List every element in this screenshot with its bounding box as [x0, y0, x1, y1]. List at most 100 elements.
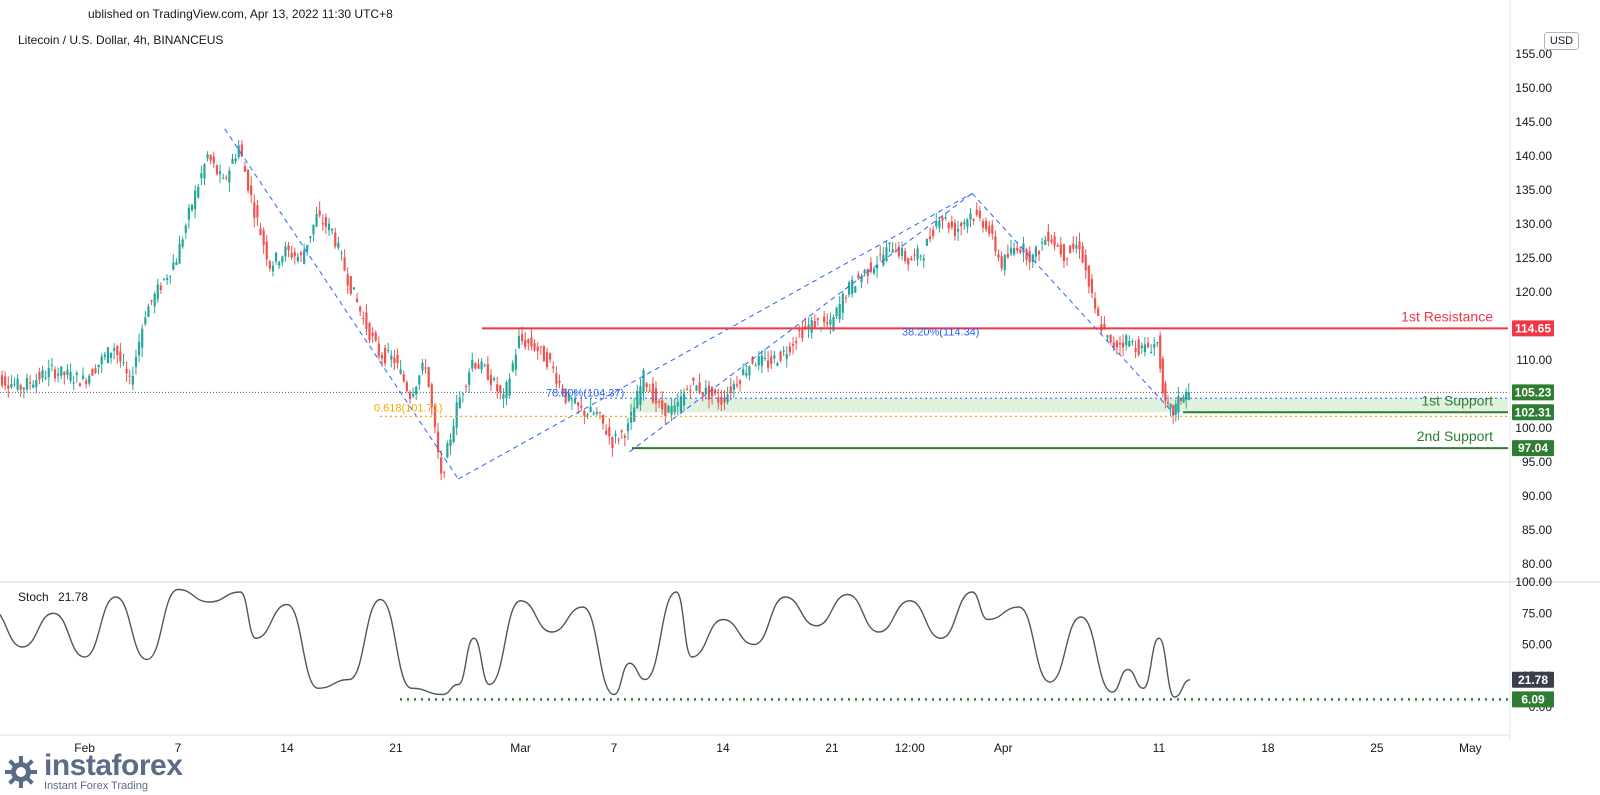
candle-body: [536, 346, 539, 352]
candle-body: [468, 372, 471, 385]
candle-body: [415, 386, 418, 395]
candle-body: [1050, 239, 1053, 243]
candle-body: [166, 278, 169, 280]
candle-body: [1179, 398, 1183, 401]
candle-body: [972, 219, 975, 221]
candle-body: [984, 220, 988, 230]
fib-label-618: 0.618(101.71): [374, 402, 443, 414]
symbol-title: Litecoin / U.S. Dollar, 4h, BINANCEUS: [18, 33, 224, 47]
candle-body: [85, 380, 88, 384]
candle-body: [614, 434, 617, 437]
candle-body: [791, 343, 795, 346]
candle-body: [810, 320, 813, 333]
candle-body: [134, 356, 138, 368]
candle-body: [480, 361, 483, 370]
candle-body: [567, 393, 570, 401]
candle-body: [109, 352, 113, 358]
candle-body: [209, 155, 212, 161]
candle-body: [359, 306, 362, 312]
candle-body: [770, 356, 773, 364]
candle-body: [1065, 258, 1069, 260]
candle-body: [215, 165, 219, 175]
candle-body: [324, 217, 328, 227]
candle-body: [337, 242, 340, 248]
candle-body: [483, 365, 486, 367]
stoch-value-badge-bg: [1512, 671, 1554, 688]
candle-body: [1072, 243, 1075, 249]
last-price-badge: 105.23: [1515, 385, 1552, 399]
time-tick-label: May: [1459, 741, 1482, 755]
trend-line: [458, 192, 973, 480]
candle-body: [125, 368, 128, 374]
brand-name: instaforex: [44, 749, 183, 782]
candle-body: [97, 364, 100, 368]
candle-body: [113, 348, 116, 351]
candle-body: [147, 306, 150, 317]
candle-body: [474, 363, 477, 369]
time-tick-label: Feb: [74, 741, 95, 755]
candle-body: [944, 217, 947, 219]
candle-body: [1041, 242, 1044, 244]
candle-body: [714, 389, 717, 394]
candle-body: [299, 252, 303, 256]
candle-body: [1166, 402, 1170, 404]
candle-body: [1093, 298, 1097, 309]
candle-body: [517, 336, 521, 348]
candle-body: [489, 374, 493, 385]
candle-body: [25, 378, 29, 390]
price-tick-label: 90.00: [1522, 489, 1552, 503]
candle-body: [838, 303, 841, 319]
candle-body: [601, 414, 605, 424]
candle-body: [742, 369, 745, 375]
candle-body: [169, 275, 172, 277]
candle-body: [7, 385, 10, 389]
time-tick-label: 12:00: [895, 741, 925, 755]
candle-body: [904, 251, 907, 261]
candle-body: [88, 375, 91, 384]
candle-body: [860, 276, 863, 283]
candle-body: [35, 380, 38, 388]
candle-body: [645, 383, 648, 388]
candle-body: [365, 312, 368, 329]
candle-body: [150, 300, 153, 302]
support-1-price-badge-bg: [1512, 404, 1554, 421]
candle-body: [891, 249, 894, 253]
candle-body: [966, 219, 969, 227]
support-zone: [629, 398, 1508, 413]
candle-body: [854, 286, 857, 293]
price-tick-label: 130.00: [1515, 217, 1552, 231]
candle-body: [312, 224, 315, 235]
candle-body: [334, 232, 337, 247]
candle-body: [1121, 342, 1125, 348]
price-tick-label: 110.00: [1516, 353, 1552, 367]
candle-body: [1146, 342, 1150, 348]
candle-body: [237, 145, 240, 158]
candle-body: [427, 367, 430, 387]
stoch-pane[interactable]: [0, 588, 1508, 701]
candle-body: [399, 369, 402, 374]
candle-body: [318, 210, 321, 216]
candle-body: [81, 375, 85, 379]
candle-body: [296, 256, 299, 262]
candle-body: [916, 248, 919, 260]
candle-body: [723, 397, 726, 403]
candle-body: [187, 207, 190, 220]
candle-body: [605, 430, 608, 435]
candle-body: [564, 388, 567, 403]
support-1-annotation: 1st Support: [1421, 392, 1493, 408]
time-tick-label: 18: [1261, 741, 1275, 755]
candle-body: [228, 170, 231, 183]
candle-body: [760, 355, 763, 366]
candle-body: [156, 284, 159, 299]
candle-body: [412, 393, 415, 397]
candle-body: [1025, 249, 1028, 260]
price-tick-label: 155.00: [1515, 47, 1552, 61]
time-tick-label: 7: [175, 741, 182, 755]
candle-body: [1172, 405, 1175, 416]
time-tick-label: 14: [280, 741, 294, 755]
currency-badge[interactable]: USD: [1544, 32, 1579, 50]
price-pane[interactable]: 1st Resistance 1st Support 2nd Support 38.2…: [0, 128, 1508, 481]
candle-body: [1118, 342, 1122, 345]
resistance-annotation: 1st Resistance: [1401, 308, 1493, 324]
candle-body: [240, 144, 243, 157]
